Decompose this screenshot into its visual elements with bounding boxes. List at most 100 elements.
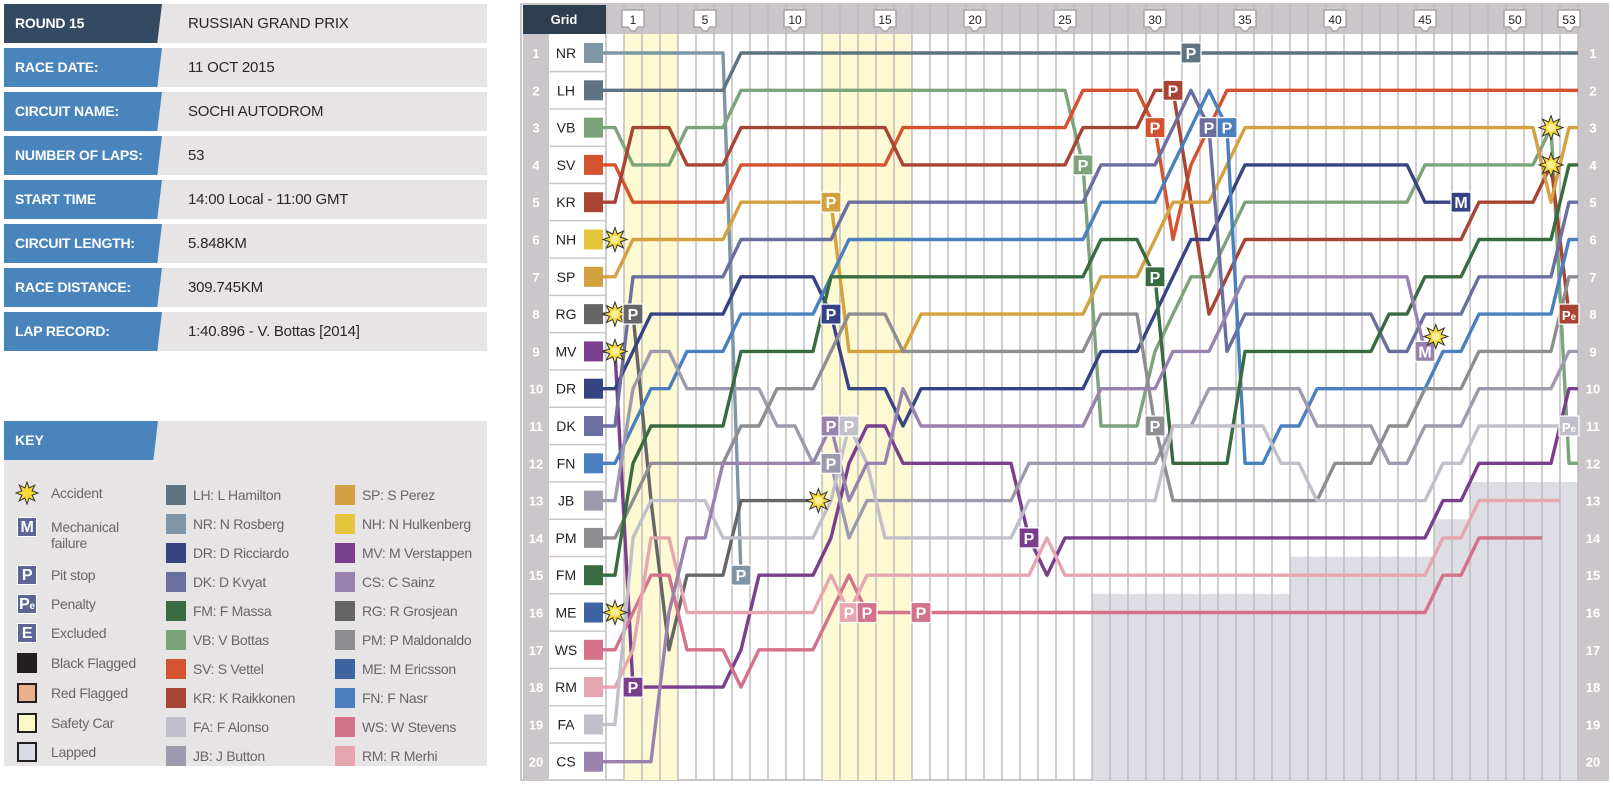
key-driver-label: FA: F Alonso bbox=[193, 719, 269, 735]
driver-color-swatch bbox=[584, 43, 603, 63]
mechanical-failure-icon: M bbox=[1414, 340, 1436, 362]
pit-stop-icon: P bbox=[1144, 266, 1166, 288]
info-row: CIRCUIT NAME: SOCHI AUTODROM bbox=[4, 92, 487, 131]
grid-header bbox=[523, 5, 606, 34]
pit-stop-icon: P bbox=[910, 601, 932, 624]
grid-driver-code: SP bbox=[557, 269, 576, 285]
key-title: KEY bbox=[4, 421, 158, 460]
driver-color-swatch bbox=[584, 378, 603, 399]
finish-position-number: 3 bbox=[1589, 121, 1596, 136]
driver-line-cs bbox=[603, 275, 1427, 764]
driver-color-swatch bbox=[584, 565, 603, 586]
info-label: NUMBER OF LAPS: bbox=[4, 136, 162, 175]
info-value: 309.745KM bbox=[188, 279, 263, 296]
key-driver-label: NH: N Hulkenberg bbox=[362, 516, 471, 532]
key-panel: KEY Accident M Mechanical failure P Pit stop… bbox=[4, 421, 487, 766]
accident-icon-highlight bbox=[1431, 332, 1440, 341]
svg-text:P: P bbox=[826, 195, 837, 212]
key-driver-label: PM: P Maldonaldo bbox=[362, 632, 472, 648]
lap-label: 40 bbox=[1328, 13, 1342, 27]
lap-label-box bbox=[621, 9, 645, 32]
driver-color-swatch bbox=[584, 639, 603, 660]
svg-text:P: P bbox=[844, 419, 855, 436]
grid-position-number: 1 bbox=[532, 46, 539, 61]
finish-position-number: 15 bbox=[1586, 568, 1600, 583]
svg-text:P: P bbox=[1024, 531, 1035, 548]
grid-position-number: 13 bbox=[529, 494, 543, 509]
info-row: RACE DISTANCE: 309.745KM bbox=[4, 268, 487, 307]
driver-color-swatch bbox=[335, 746, 355, 766]
svg-text:M: M bbox=[1418, 344, 1431, 361]
svg-text:Pe: Pe bbox=[1562, 420, 1577, 435]
driver-color-swatch bbox=[166, 630, 186, 650]
finish-position-number: 13 bbox=[1586, 494, 1600, 509]
lap-label: 35 bbox=[1238, 13, 1252, 27]
lap-label: 53 bbox=[1562, 13, 1576, 27]
grid-driver-code: MV bbox=[556, 343, 578, 359]
grid-driver-code: WS bbox=[555, 642, 578, 658]
excluded-icon: E bbox=[17, 623, 37, 643]
grid-driver-code: FM bbox=[556, 567, 576, 583]
driver-color-swatch bbox=[584, 117, 603, 138]
lap-label-box bbox=[1413, 9, 1437, 32]
grid-position-number: 11 bbox=[529, 419, 543, 434]
safety-car-icon bbox=[17, 713, 37, 733]
info-label: START TIME bbox=[4, 180, 162, 219]
driver-color-swatch bbox=[335, 572, 355, 592]
key-driver-label: FN: F Nasr bbox=[362, 690, 428, 706]
driver-color-swatch bbox=[584, 80, 603, 101]
lap-label: 20 bbox=[968, 13, 982, 27]
key-label: Mechanical failure bbox=[51, 519, 119, 551]
finish-position-number: 2 bbox=[1589, 83, 1596, 98]
grid-position-number: 17 bbox=[529, 643, 543, 658]
pit-stop-icon: P bbox=[1018, 527, 1040, 549]
info-label: ROUND 15 bbox=[4, 4, 162, 43]
pit-stop-icon: P bbox=[1216, 116, 1238, 139]
info-label: RACE DATE: bbox=[4, 48, 162, 87]
lap-label-box bbox=[1323, 9, 1347, 32]
key-driver-label: KR: K Raikkonen bbox=[193, 690, 296, 706]
grid-position-number: 19 bbox=[529, 717, 543, 732]
driver-color-swatch bbox=[335, 688, 355, 708]
penalty-icon: Pe bbox=[1558, 415, 1580, 437]
lap-label: 45 bbox=[1418, 13, 1432, 27]
grid-driver-code: SV bbox=[557, 157, 576, 173]
lapped-region bbox=[1092, 593, 1290, 780]
driver-line-fn bbox=[603, 88, 1578, 465]
info-value: 1:40.896 - V. Bottas [2014] bbox=[188, 323, 360, 340]
pit-stop-icon: P bbox=[1144, 116, 1166, 139]
info-value: 53 bbox=[188, 147, 205, 164]
key-label: Penalty bbox=[51, 596, 96, 612]
driver-line-kr bbox=[603, 88, 1578, 316]
grid-position-number: 10 bbox=[529, 382, 543, 397]
lap-label: 5 bbox=[702, 13, 709, 27]
grid-position-number: 16 bbox=[529, 606, 543, 621]
grid-driver-code: VB bbox=[557, 120, 576, 136]
key-driver-label: RM: R Merhi bbox=[362, 748, 438, 764]
driver-line-fm bbox=[603, 163, 1578, 577]
driver-color-swatch bbox=[335, 543, 355, 563]
driver-color-swatch bbox=[584, 751, 603, 772]
info-row: LAP RECORD: 1:40.896 - V. Bottas [2014] bbox=[4, 312, 487, 351]
svg-text:M: M bbox=[1454, 195, 1467, 212]
driver-color-swatch bbox=[584, 453, 603, 474]
key-driver-label: WS: W Stevens bbox=[362, 719, 457, 735]
driver-color-swatch bbox=[584, 266, 603, 287]
info-label: LAP RECORD: bbox=[4, 312, 162, 351]
driver-color-swatch bbox=[335, 717, 355, 737]
svg-text:P: P bbox=[826, 456, 837, 473]
driver-color-swatch bbox=[335, 630, 355, 650]
key-driver-label: SP: S Perez bbox=[362, 487, 435, 503]
driver-color-swatch bbox=[166, 659, 186, 679]
driver-line-dk bbox=[603, 88, 1578, 428]
grid-driver-code: DK bbox=[556, 418, 576, 434]
lap-label: 10 bbox=[788, 13, 802, 27]
pit-stop-icon: P bbox=[820, 191, 842, 213]
accident-icon-highlight bbox=[611, 347, 619, 356]
lap-label-box bbox=[1233, 9, 1257, 32]
driver-line-nr bbox=[603, 51, 743, 576]
svg-text:P: P bbox=[826, 419, 837, 436]
info-value: 11 OCT 2015 bbox=[188, 59, 275, 76]
svg-text:P: P bbox=[862, 606, 873, 623]
key-driver-label: ME: M Ericsson bbox=[362, 661, 456, 677]
